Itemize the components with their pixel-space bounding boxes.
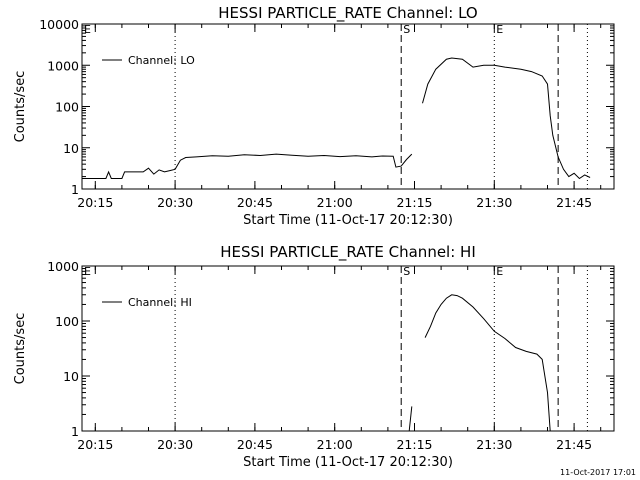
x-tick-label: 20:45: [237, 195, 273, 210]
y-tick-label: 1000: [47, 58, 79, 73]
legend-label: Channel: HI: [128, 296, 192, 309]
plot-frame: [81, 23, 615, 190]
y-axis-label: Counts/sec: [13, 71, 28, 143]
x-tick-label: 20:30: [157, 437, 193, 452]
x-axis-label: Start Time (11-Oct-17 20:12:30): [243, 213, 453, 228]
series-line-0-seg-0: [82, 153, 413, 179]
y-tick-label: 1: [71, 424, 79, 439]
y-tick-label: 10: [63, 141, 79, 156]
footer-timestamp: 11-Oct-2017 17:01: [560, 468, 636, 477]
x-tick-label: 21:00: [317, 437, 353, 452]
marker-label-e: E: [496, 23, 503, 36]
panel-hi: E S E 20:15 20:30 20:45 21:00 21:15 21:30 21:45 1 1…: [13, 243, 615, 470]
y-tick-label: 10: [63, 369, 79, 384]
x-tick-label: 20:15: [77, 195, 113, 210]
y-axis-label: Counts/sec: [13, 313, 28, 385]
x-tick-label: 21:00: [317, 195, 353, 210]
x-tick-label: 20:45: [237, 437, 273, 452]
y-tick-label: 10000: [39, 17, 79, 32]
chart-title: HESSI PARTICLE_RATE Channel: LO: [218, 4, 477, 23]
panel-lo: E S E 20:15 20:30 20:45 21:00 21:15 21:30 21:45 1 1…: [13, 4, 615, 228]
chart-title: HESSI PARTICLE_RATE Channel: HI: [220, 243, 476, 262]
y-tick-label: 100: [55, 100, 79, 115]
plot-frame: [81, 265, 615, 432]
series-line-0-seg-0: [408, 406, 413, 431]
x-tick-label: 21:15: [396, 437, 432, 452]
x-tick-label: 21:45: [556, 195, 592, 210]
marker-label-e: E: [496, 265, 503, 278]
x-tick-label: 21:45: [556, 437, 592, 452]
marker-label-e: E: [84, 23, 91, 36]
x-tick-label: 21:30: [476, 437, 512, 452]
x-tick-label: 20:30: [157, 195, 193, 210]
x-axis-label: Start Time (11-Oct-17 20:12:30): [243, 455, 453, 470]
marker-label-s: S: [403, 265, 410, 278]
x-tick-label: 20:15: [77, 437, 113, 452]
series-line-0-seg-1: [422, 57, 591, 180]
x-tick-label: 21:15: [396, 195, 432, 210]
y-tick-label: 1: [71, 182, 79, 197]
marker-label-s: S: [403, 23, 410, 36]
y-tick-label: 1000: [47, 259, 79, 274]
x-tick-label: 21:30: [476, 195, 512, 210]
y-tick-label: 100: [55, 314, 79, 329]
series-line-0-seg-1: [424, 294, 551, 431]
legend-label: Channel: LO: [128, 54, 195, 67]
marker-label-e: E: [84, 265, 91, 278]
